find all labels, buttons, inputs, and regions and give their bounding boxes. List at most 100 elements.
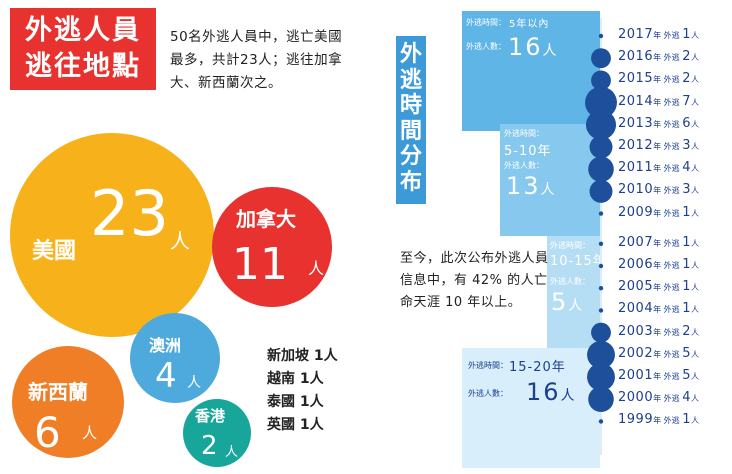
bubble-country-label: 美國 [32, 239, 77, 264]
year-unit: 年 [653, 31, 664, 40]
year-count-unit: 人 [690, 349, 699, 359]
duration-label: 外逃時間： [550, 241, 590, 250]
other-destination-count: 1人 [295, 417, 324, 433]
duration-count-number: 5 [551, 288, 569, 316]
bubble-count-value: 4 [155, 356, 177, 396]
duration-count-value: 13人 [506, 172, 557, 200]
year-count-value: 4 [682, 160, 691, 176]
destination-title-line1: 外逃人員 [25, 15, 141, 46]
bubble-country-label: 加拿大 [236, 207, 296, 231]
year-value: 2003 [618, 323, 654, 339]
year-count-unit: 人 [690, 208, 699, 218]
fled-label: 外逃 [663, 283, 683, 293]
year-count-dot [591, 48, 611, 69]
bubble-count-unit: 人 [225, 445, 239, 460]
year-unit: 年 [653, 349, 664, 359]
duration-segment: 外逃時間： 15-20年 外逃人數： 16人 [462, 348, 600, 468]
year-value: 2010 [618, 182, 654, 198]
bubble-hongkong: 香港 2 人 [183, 399, 251, 467]
year-value: 2007 [618, 234, 654, 250]
bubble-count-value: 2 [201, 431, 218, 461]
other-destination-name: 越南 [267, 371, 295, 387]
year-row: 2010年 外逃 3人 [618, 182, 699, 197]
year-count-dot [588, 156, 614, 182]
duration-label: 外逃時間： [468, 361, 508, 370]
year-count-value: 1 [682, 204, 691, 220]
year-unit: 年 [653, 394, 664, 404]
bubble-country-label: 香港 [195, 407, 226, 425]
year-unit: 年 [653, 208, 664, 218]
year-count-unit: 人 [690, 31, 699, 40]
other-destination-item: 泰國 1人 [267, 391, 338, 414]
year-count-value: 1 [682, 301, 691, 317]
fled-label: 外逃 [663, 119, 683, 129]
year-count-unit: 人 [690, 394, 699, 404]
duration-range-value: 10-15年 [550, 254, 607, 269]
year-value: 2013 [618, 115, 654, 131]
fled-label: 外逃 [663, 349, 683, 359]
year-unit: 年 [653, 53, 664, 63]
bubble-usa: 美國 23 人 [10, 133, 214, 337]
destination-title-line2: 逃往地點 [25, 51, 141, 82]
year-count-value: 1 [682, 279, 691, 295]
year-value: 2002 [618, 345, 654, 361]
time-distribution-title-text: 外逃時間分布 [400, 42, 423, 195]
count-label: 外逃人數： [466, 42, 506, 51]
year-count-unit: 人 [690, 164, 699, 174]
other-destination-item: 英國 1人 [267, 414, 338, 437]
year-count-value: 3 [682, 138, 691, 153]
count-label: 外逃人數： [550, 277, 590, 286]
other-destination-name: 泰國 [267, 394, 295, 410]
year-count-dot [588, 386, 614, 413]
duration-count-value: 16人 [508, 33, 559, 61]
other-destination-count: 1人 [309, 348, 338, 364]
duration-label: 外逃時間： [466, 18, 506, 27]
duration-label: 外逃時間： [504, 129, 544, 138]
duration-range-value: 15-20年 [509, 360, 566, 375]
year-value: 2000 [618, 390, 654, 406]
year-row: 2000年 外逃 4人 [618, 390, 699, 405]
duration-count-unit: 人 [540, 182, 557, 198]
year-count-value: 2 [682, 71, 691, 87]
duration-count-number: 16 [526, 378, 561, 406]
duration-count-value: 16人 [526, 378, 577, 406]
year-count-unit: 人 [690, 238, 699, 248]
year-unit: 年 [653, 305, 664, 315]
year-unit: 年 [653, 142, 664, 151]
year-unit: 年 [653, 75, 664, 85]
year-row: 2014年 外逃 7人 [618, 94, 699, 109]
year-row: 2007年 外逃 1人 [618, 235, 699, 250]
year-count-unit: 人 [690, 119, 699, 129]
duration-segment: 外逃時間： 5-10年 外逃人數： 13人 [500, 124, 600, 236]
year-count-unit: 人 [690, 416, 699, 426]
destination-title: 外逃人員 逃往地點 [10, 8, 156, 90]
duration-segment: 外逃時間： 10-15年 外逃人數： 5人 [547, 236, 606, 348]
duration-count-unit: 人 [560, 388, 577, 404]
year-value: 2001 [618, 368, 654, 383]
year-count-dot [598, 308, 604, 313]
fled-label: 外逃 [663, 31, 683, 40]
year-count-dot [598, 286, 604, 291]
year-count-value: 5 [682, 345, 691, 361]
year-row: 2005年 外逃 1人 [618, 279, 699, 294]
fled-label: 外逃 [663, 372, 683, 381]
year-count-dot [598, 33, 604, 39]
fled-label: 外逃 [663, 97, 683, 107]
fled-label: 外逃 [663, 327, 683, 337]
year-unit: 年 [653, 119, 664, 129]
year-value: 2016 [618, 49, 654, 65]
year-unit: 年 [653, 261, 664, 270]
year-count-value: 2 [682, 49, 691, 65]
bubble-count-value: 11 [232, 239, 288, 290]
bubble-count-unit: 人 [187, 375, 201, 391]
year-count-unit: 人 [690, 261, 699, 270]
year-count-unit: 人 [690, 53, 699, 63]
year-count-dot [598, 241, 604, 246]
year-value: 2014 [618, 93, 654, 109]
year-count-value: 1 [682, 27, 691, 42]
year-count-value: 1 [682, 412, 691, 428]
year-row: 2017年 外逃 1人 [618, 27, 699, 42]
year-value: 1999 [618, 412, 654, 428]
year-count-unit: 人 [690, 305, 699, 315]
